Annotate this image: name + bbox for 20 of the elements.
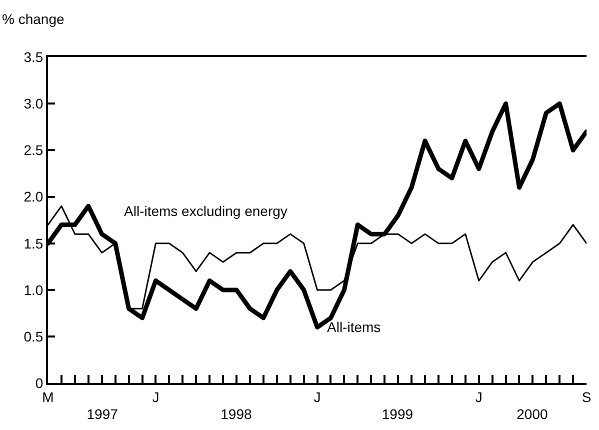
x2-tick-label: 1997 [86, 406, 118, 422]
y-tick-label: 1.5 [24, 235, 44, 252]
y-tick-label: 3.0 [24, 96, 44, 112]
y-tick-label: 2.5 [24, 142, 44, 158]
x2-tick-label: 2000 [516, 406, 548, 422]
x-tick-label: J [314, 388, 321, 405]
x-tick-label: M [42, 388, 54, 405]
x-tick-label: J [475, 388, 482, 405]
x2-tick-label: 1998 [220, 406, 252, 422]
y-tick-label: 2.0 [24, 188, 44, 205]
y-axis-title: % change [2, 11, 64, 27]
x-tick-label: J [152, 388, 160, 405]
y-tick-label: 1.0 [24, 282, 44, 298]
x-tick-label: S [582, 388, 592, 405]
x2-tick-label: 1999 [382, 406, 414, 422]
series-label: All-items [327, 319, 381, 335]
y-tick-label: 3.5 [24, 48, 44, 65]
series-label: All-items excluding energy [124, 203, 288, 219]
y-tick-label: 0 [35, 375, 44, 392]
y-tick-label: 0.5 [24, 328, 44, 344]
